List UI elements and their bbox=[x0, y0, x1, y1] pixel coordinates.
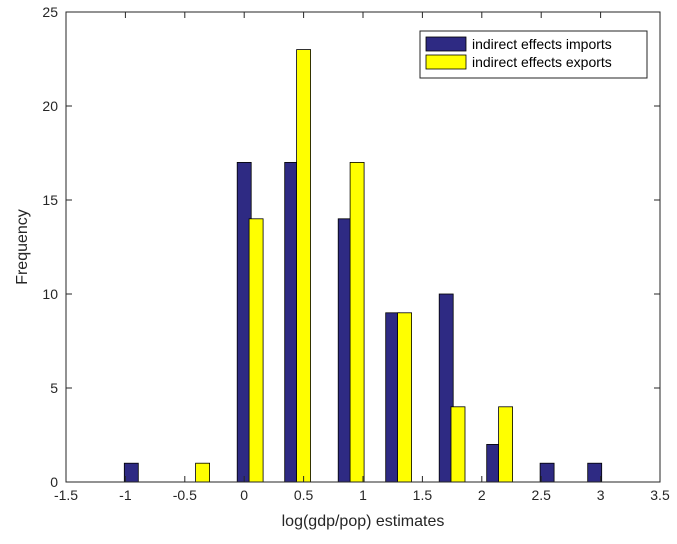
bar-series1-8 bbox=[539, 462, 555, 483]
x-tick-label: -0.5 bbox=[173, 487, 197, 503]
y-tick-label: 5 bbox=[50, 380, 58, 396]
bar-series2-1 bbox=[195, 462, 211, 483]
bar-series1-9 bbox=[587, 462, 603, 483]
x-tick-label: 2 bbox=[478, 487, 486, 503]
x-tick-label: 2.5 bbox=[531, 487, 551, 503]
y-tick-label: 20 bbox=[42, 98, 58, 114]
bar-series1-0 bbox=[123, 462, 139, 483]
x-tick-label: -1 bbox=[119, 487, 132, 503]
y-axis-label: Frequency bbox=[14, 209, 31, 285]
y-tick-label: 10 bbox=[42, 286, 58, 302]
legend-label-1: indirect effects imports bbox=[472, 36, 612, 52]
x-tick-label: 3 bbox=[597, 487, 605, 503]
bar-series2-2 bbox=[248, 218, 264, 483]
legend-label-2: indirect effects exports bbox=[472, 54, 612, 70]
x-tick-label: 3.5 bbox=[650, 487, 670, 503]
y-tick-label: 15 bbox=[42, 192, 58, 208]
bar-series2-5 bbox=[397, 312, 413, 483]
x-tick-label: -1.5 bbox=[54, 487, 78, 503]
legend-swatch-1 bbox=[425, 36, 467, 52]
ticks-group: -1.5 -1 -0.5 0 0.5 1 1.5 2 2.5 3 3.5 0 5 10 15 20 25 bbox=[42, 4, 670, 503]
x-axis-label: log(gdp/pop) estimates bbox=[282, 513, 445, 530]
legend: indirect effects imports indirect effects… bbox=[419, 30, 648, 79]
bar-series2-4 bbox=[349, 161, 365, 483]
x-tick-label: 0.5 bbox=[294, 487, 314, 503]
y-tick-label: 0 bbox=[50, 474, 58, 490]
bar-series2-7 bbox=[498, 406, 514, 483]
bar-series2-6 bbox=[450, 406, 466, 483]
x-tick-label: 1 bbox=[359, 487, 367, 503]
legend-swatch-2 bbox=[425, 54, 467, 70]
x-tick-label: 1.5 bbox=[413, 487, 433, 503]
bar-series2-3 bbox=[296, 49, 312, 483]
y-tick-label: 25 bbox=[42, 4, 58, 20]
x-tick-label: 0 bbox=[240, 487, 248, 503]
